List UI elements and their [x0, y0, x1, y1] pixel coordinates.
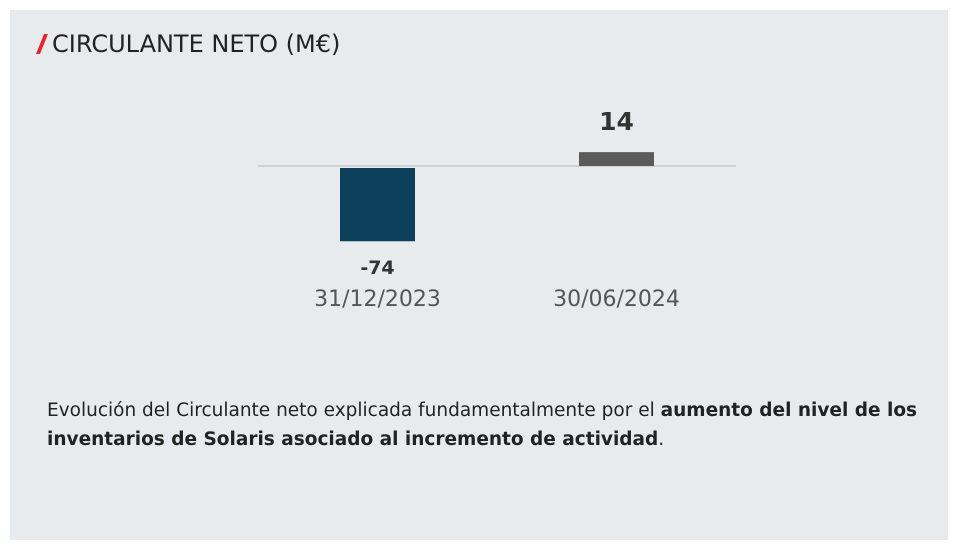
- data-label: 14: [599, 107, 634, 136]
- note-text: Evolución del Circulante neto explicada …: [47, 400, 661, 421]
- x-tick-label: 30/06/2024: [553, 287, 680, 312]
- note-bold: aumento del nivel de los inventarios de …: [47, 400, 918, 450]
- note-text: .: [658, 429, 665, 450]
- bar: [340, 168, 415, 242]
- title-slash: [36, 34, 48, 54]
- panel: [10, 10, 948, 540]
- data-label: -74: [360, 257, 394, 279]
- bar: [579, 152, 654, 166]
- x-tick-label: 31/12/2023: [314, 287, 441, 312]
- chart-title: CIRCULANTE NETO (M€): [52, 30, 340, 58]
- note: Evolución del Circulante neto explicada …: [47, 396, 937, 454]
